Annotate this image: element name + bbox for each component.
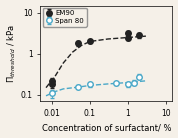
- Y-axis label: $\Pi_{threshold}$ / kPa: $\Pi_{threshold}$ / kPa: [6, 24, 18, 83]
- X-axis label: Concentration of surfactant/ %: Concentration of surfactant/ %: [42, 124, 171, 132]
- Legend: EM90, Span 80: EM90, Span 80: [43, 8, 87, 27]
